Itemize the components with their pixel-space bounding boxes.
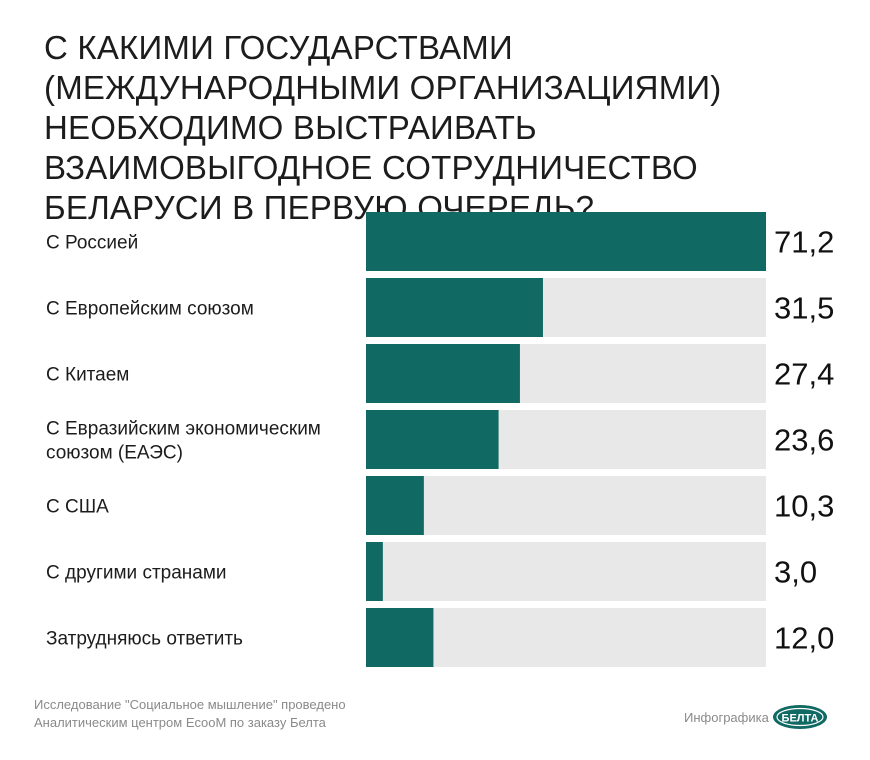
bar [366, 410, 499, 469]
category-label: С другими странами [46, 563, 227, 584]
value-label: 31,5 [774, 291, 834, 326]
category-label: С Европейским союзом [46, 299, 254, 320]
source-note: Исследование "Социальное мышление" прове… [34, 696, 374, 732]
category-label-line: С Россией [46, 233, 138, 254]
category-label: С Россией [46, 233, 138, 254]
value-label: 71,2 [774, 225, 834, 260]
value-label: 12,0 [774, 621, 834, 656]
category-label-line: С США [46, 497, 109, 518]
bar-track [366, 476, 766, 535]
category-label: С Евразийским экономическим союзом (ЕАЭС) [46, 419, 321, 464]
bar [366, 608, 434, 667]
chart-title: С какими государствами (международными о… [44, 29, 722, 226]
category-label: С США [46, 497, 109, 518]
bar [366, 212, 766, 271]
category-label-line: С Евразийским экономическим [46, 419, 321, 440]
value-label: 27,4 [774, 357, 834, 392]
bar [366, 542, 383, 601]
value-label: 23,6 [774, 423, 834, 458]
bar-chart: С Россией 71,2 С Европейским союзом 31,5 С К… [46, 212, 834, 667]
source-note-line-1: Исследование "Социальное мышление" прове… [34, 697, 346, 712]
belta-logo-text: БЕЛТА [782, 713, 819, 725]
category-label-line: Затрудняюсь ответить [46, 629, 243, 650]
source-note-line-2: Аналитическим центром EcooM по заказу Бе… [34, 715, 326, 730]
category-label: С Китаем [46, 365, 129, 386]
bar [366, 344, 520, 403]
category-label: Затрудняюсь ответить [46, 629, 243, 650]
category-label-line: С Китаем [46, 365, 129, 386]
category-label-line: С другими странами [46, 563, 227, 584]
category-label-line: С Европейским союзом [46, 299, 254, 320]
category-label-line: союзом (ЕАЭС) [46, 443, 183, 464]
value-label: 10,3 [774, 489, 834, 524]
infographic-credit: Инфографика [684, 710, 769, 725]
belta-logo: БЕЛТА [773, 705, 827, 729]
value-label: 3,0 [774, 555, 817, 590]
bar-track [366, 542, 766, 601]
bar [366, 476, 424, 535]
bar [366, 278, 543, 337]
